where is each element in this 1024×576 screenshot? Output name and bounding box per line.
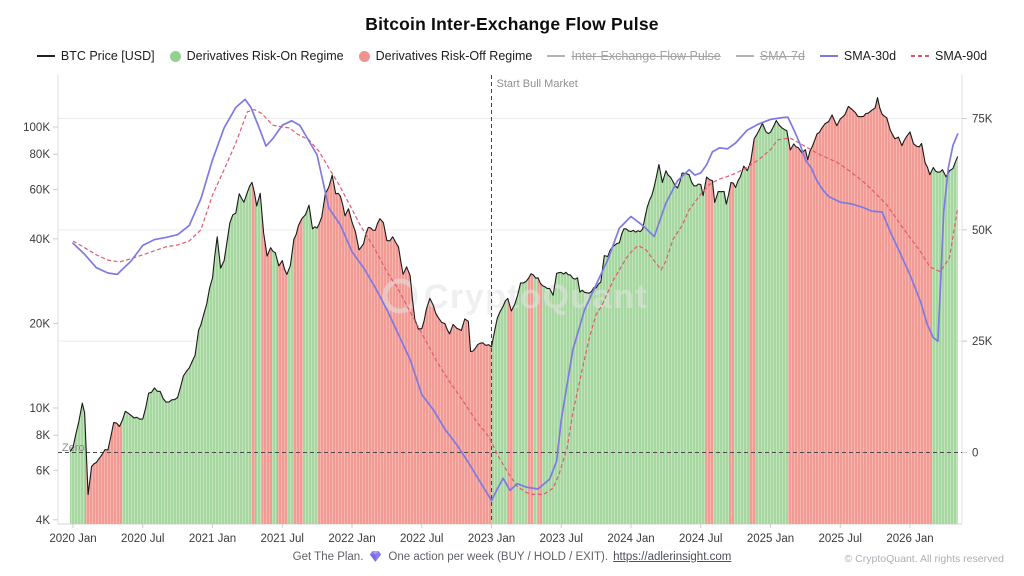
x-axis-tick-label: 2020 Jul xyxy=(121,533,164,545)
y2-axis-tick-label: 75K xyxy=(972,114,993,126)
y-axis-tick-label: 6K xyxy=(36,465,50,477)
x-axis-tick-label: 2020 Jan xyxy=(49,533,96,545)
zero-line-label: Zero xyxy=(62,442,85,454)
y-axis-tick-label: 10K xyxy=(30,403,51,415)
legend: BTC Price [USD] Derivatives Risk-On Regim… xyxy=(0,49,1024,63)
y-axis-tick-label: 20K xyxy=(30,318,51,330)
y-axis-tick-label: 40K xyxy=(30,234,51,246)
btc-price-marker-icon xyxy=(36,55,55,57)
y-axis-tick-label: 4K xyxy=(36,515,50,527)
y-axis-tick-label: 100K xyxy=(23,122,50,134)
legend-item-label: Derivatives Risk-Off Regime xyxy=(375,49,533,63)
footer-link[interactable]: https://adlerinsight.com xyxy=(613,550,732,563)
y-axis-tick-label: 60K xyxy=(30,184,51,196)
legend-item-risk-off[interactable]: Derivatives Risk-Off Regime xyxy=(358,49,533,63)
btc-price-line xyxy=(69,97,959,496)
footer: Get The Plan. One action per week (BUY /… xyxy=(0,550,1024,563)
footer-text-left: Get The Plan. xyxy=(292,550,364,563)
sma-7d-marker-icon xyxy=(735,55,754,57)
footer-text-middle: One action per week (BUY / HOLD / EXIT). xyxy=(388,550,609,563)
y2-axis-tick-label: 0 xyxy=(972,448,978,460)
x-axis-tick-label: 2022 Jul xyxy=(400,533,443,545)
y2-axis-tick-label: 25K xyxy=(972,336,993,348)
x-axis-tick-label: 2024 Jan xyxy=(607,533,654,545)
legend-item-sma-30d[interactable]: SMA-30d xyxy=(819,49,897,63)
risk-off-marker-icon xyxy=(358,50,370,62)
legend-item-flow-pulse[interactable]: Inter-Exchange Flow Pulse xyxy=(547,49,721,63)
sma-90d-line xyxy=(72,109,959,495)
chart-title: Bitcoin Inter-Exchange Flow Pulse xyxy=(365,14,659,34)
copyright: © CryptoQuant. All rights reserved xyxy=(844,553,1004,565)
sma-30d-line xyxy=(72,98,959,502)
svg-text:CryptoQuant: CryptoQuant xyxy=(424,278,648,316)
x-axis-tick-label: 2021 Jan xyxy=(189,533,236,545)
x-axis-tick-label: 2023 Jul xyxy=(540,533,583,545)
legend-item-sma-7d[interactable]: SMA-7d xyxy=(735,49,805,63)
x-axis-tick-label: 2025 Jan xyxy=(747,533,794,545)
gem-icon xyxy=(370,551,382,562)
start-bull-market-label: Start Bull Market xyxy=(497,78,578,90)
sma-90d-marker-icon xyxy=(911,55,930,57)
x-axis-tick-label: 2025 Jul xyxy=(819,533,862,545)
flow-pulse-marker-icon xyxy=(547,55,566,57)
legend-item-label: SMA-7d xyxy=(759,49,805,63)
y-axis-tick-label: 8K xyxy=(36,430,50,442)
x-axis-tick-label: 2026 Jan xyxy=(886,533,933,545)
legend-item-label: Derivatives Risk-On Regime xyxy=(186,49,344,63)
legend-item-label: BTC Price [USD] xyxy=(60,49,155,63)
y-axis-tick-label: 80K xyxy=(30,149,51,161)
legend-item-label: SMA-30d xyxy=(843,49,897,63)
risk-on-marker-icon xyxy=(169,50,181,62)
y2-axis-tick-label: 50K xyxy=(972,225,993,237)
watermark: CryptoQuant xyxy=(382,278,648,316)
legend-item-sma-90d[interactable]: SMA-90d xyxy=(911,49,987,63)
legend-item-label: Inter-Exchange Flow Pulse xyxy=(571,49,721,63)
x-axis-tick-label: 2023 Jan xyxy=(468,533,515,545)
legend-item-label: SMA-90d xyxy=(935,49,988,63)
sma-30d-marker-icon xyxy=(819,55,838,57)
x-axis-tick-label: 2024 Jul xyxy=(679,533,722,545)
legend-item-risk-on[interactable]: Derivatives Risk-On Regime xyxy=(169,49,344,63)
x-axis-tick-label: 2021 Jul xyxy=(261,533,304,545)
legend-item-btc-price[interactable]: BTC Price [USD] xyxy=(36,49,155,63)
x-axis-tick-label: 2022 Jan xyxy=(328,533,375,545)
